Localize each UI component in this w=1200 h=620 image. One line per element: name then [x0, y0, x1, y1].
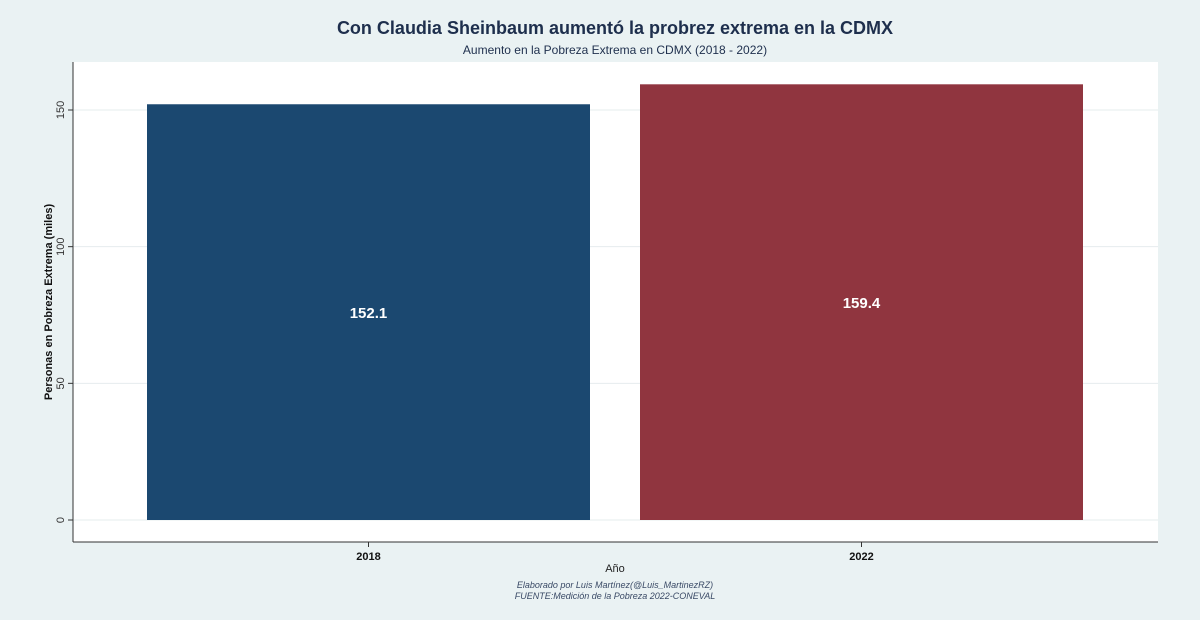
data-label-2022: 159.4 — [843, 295, 881, 312]
y-tick-label: 0 — [55, 517, 67, 523]
y-tick-label: 50 — [55, 377, 67, 389]
bars — [147, 84, 1083, 520]
x-tick-label: 2018 — [356, 551, 380, 563]
axes: 0 50 100 150 2018 2022 — [55, 62, 1158, 563]
bar-2018 — [147, 104, 590, 520]
x-axis-label: Año — [605, 563, 625, 575]
y-tick-label: 100 — [55, 237, 67, 255]
data-labels: 152.1 159.4 — [350, 295, 881, 322]
bar-2022 — [640, 84, 1083, 520]
chart-title: Con Claudia Sheinbaum aumentó la probrez… — [336, 18, 894, 38]
data-label-2018: 152.1 — [350, 305, 388, 322]
source-note: FUENTE:Medición de la Pobreza 2022-CONEV… — [514, 591, 716, 601]
chart-subtitle: Aumento en la Pobreza Extrema en CDMX (2… — [462, 43, 768, 57]
y-tick-label: 150 — [55, 101, 67, 119]
x-tick-label: 2022 — [849, 551, 873, 563]
y-axis-label: Personas en Pobreza Extrema (miles) — [43, 204, 55, 401]
credit-note: Elaborado por Luis Martínez(@Luis_Martin… — [516, 580, 714, 590]
